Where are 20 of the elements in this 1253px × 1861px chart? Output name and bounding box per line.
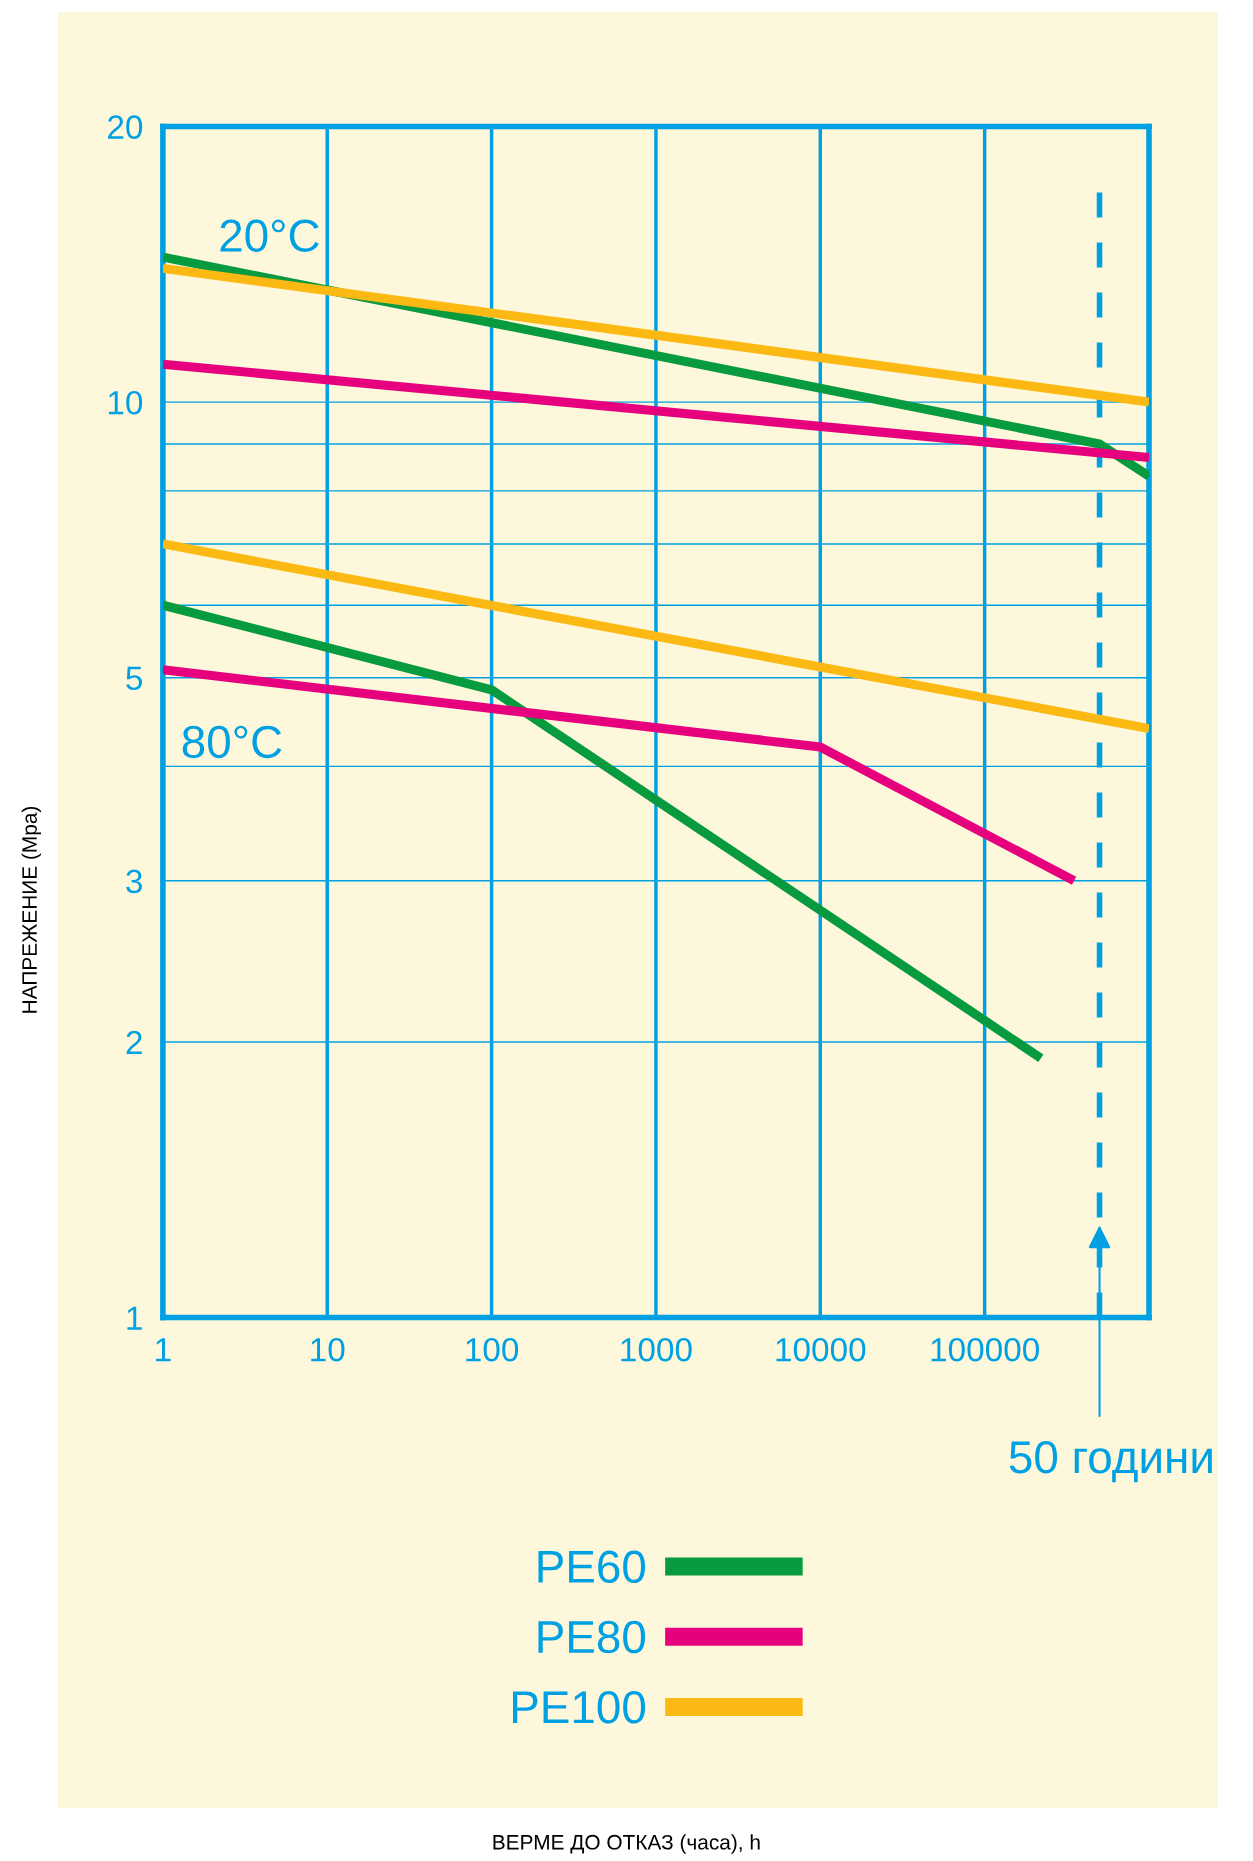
x-tick-label: 100000 xyxy=(931,1337,1039,1362)
annotation: 20°C xyxy=(220,219,319,252)
y-tick-label: 2 xyxy=(126,1030,142,1055)
x-tick-label: 10000 xyxy=(776,1337,866,1362)
x-tick-label: 10 xyxy=(311,1337,345,1362)
y-axis-title: НАПРЕЖЕНИЕ (Mpa) xyxy=(21,806,42,1013)
ref-line-label: 50 години xyxy=(1009,1441,1212,1483)
x-tick-label: 1000 xyxy=(621,1337,692,1362)
annotation: 80°C xyxy=(182,725,282,759)
y-tick-label: 10 xyxy=(108,390,143,415)
y-tick-label: 20 xyxy=(108,115,143,139)
y-tick-label: 1 xyxy=(127,1306,142,1330)
text: ВЕРМЕ ДО ОТКАЗ (часа), h xyxy=(493,1834,760,1854)
x-tick-label: 1 xyxy=(156,1338,171,1362)
y-tick-label: 3 xyxy=(126,869,142,894)
legend-label: PE80 xyxy=(538,1620,646,1654)
y-tick-label: 5 xyxy=(126,666,143,691)
legend-label: PE60 xyxy=(538,1550,646,1584)
x-tick-label: 100 xyxy=(466,1337,519,1362)
legend-label: PE100 xyxy=(512,1691,646,1724)
